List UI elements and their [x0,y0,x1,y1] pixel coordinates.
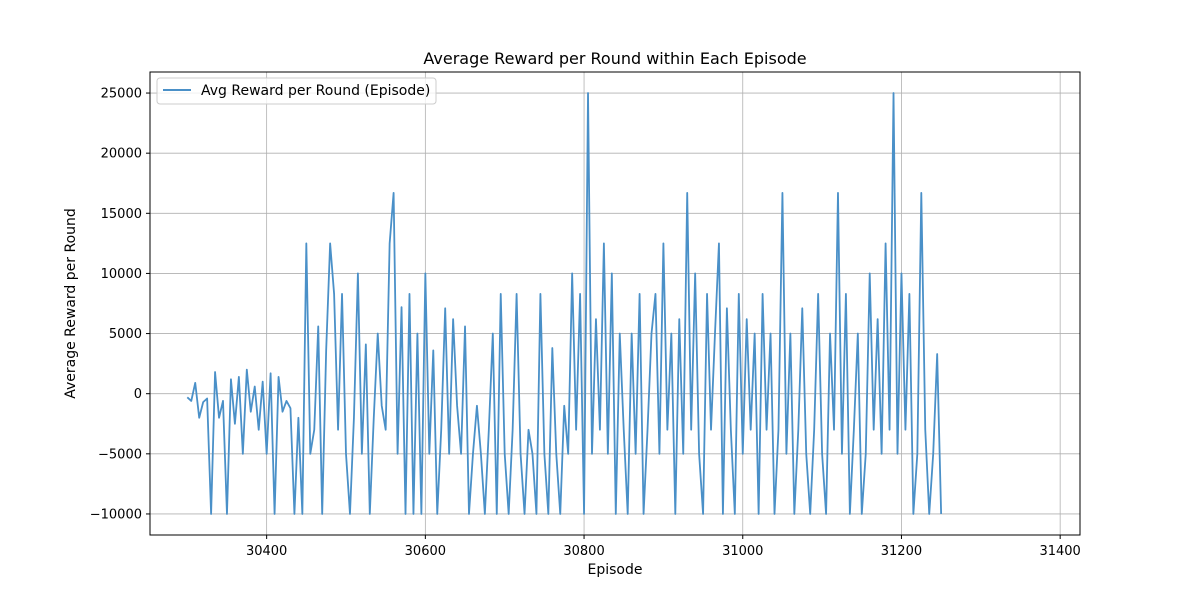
x-tick-label: 30600 [405,544,446,559]
plot-frame [149,71,1081,536]
y-tick-label: −10000 [90,507,142,522]
data-series [186,92,943,515]
y-tick-label: −5000 [98,447,142,462]
y-axis-label: Average Reward per Round [63,208,79,399]
x-axis-label: Episode [588,562,643,578]
y-tick-label: 20000 [101,147,142,162]
x-tick-label: 31000 [722,544,763,559]
y-tick-label: 10000 [101,267,142,282]
legend-label: Avg Reward per Round (Episode) [201,83,430,99]
y-tick-label: 0 [134,387,142,402]
x-tick-label: 30800 [563,544,604,559]
x-tick-label: 30400 [246,544,287,559]
legend: Avg Reward per Round (Episode) [156,77,437,105]
y-tick-label: 5000 [109,327,142,342]
series-line-0 [186,92,943,515]
x-tick-label: 31400 [1039,544,1080,559]
y-tick-label: 15000 [101,207,142,222]
chart-title: Average Reward per Round within Each Epi… [423,49,806,68]
y-tick-label: 25000 [101,87,142,102]
x-tick-label: 31200 [881,544,922,559]
legend-box [156,77,437,105]
axis-ticks: 30400 30600 30800 31000 31200 31400 −10000 −500… [90,87,1081,559]
